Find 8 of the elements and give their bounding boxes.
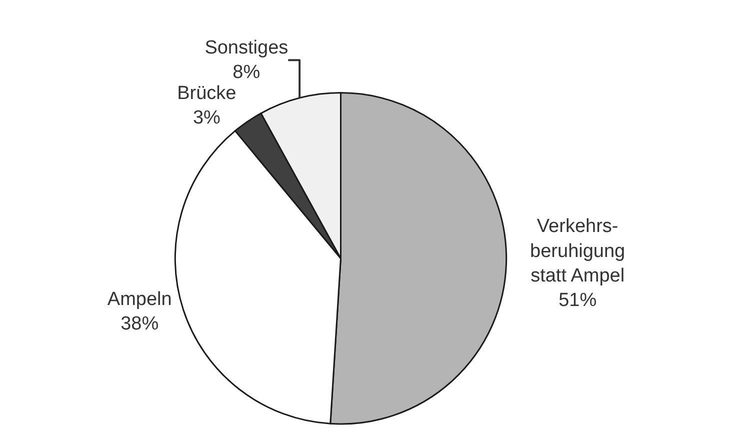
data-label: 51% [558,290,597,312]
slice-label: Ampeln [107,288,172,310]
slice-label: Brücke [177,82,236,104]
slice-label: Verkehrs- beruhigung statt Ampel [530,216,626,286]
data-label: 3% [192,108,221,129]
data-label: 8% [232,62,260,83]
data-label: 38% [120,314,159,335]
slice-label: Sonstiges [204,37,288,58]
